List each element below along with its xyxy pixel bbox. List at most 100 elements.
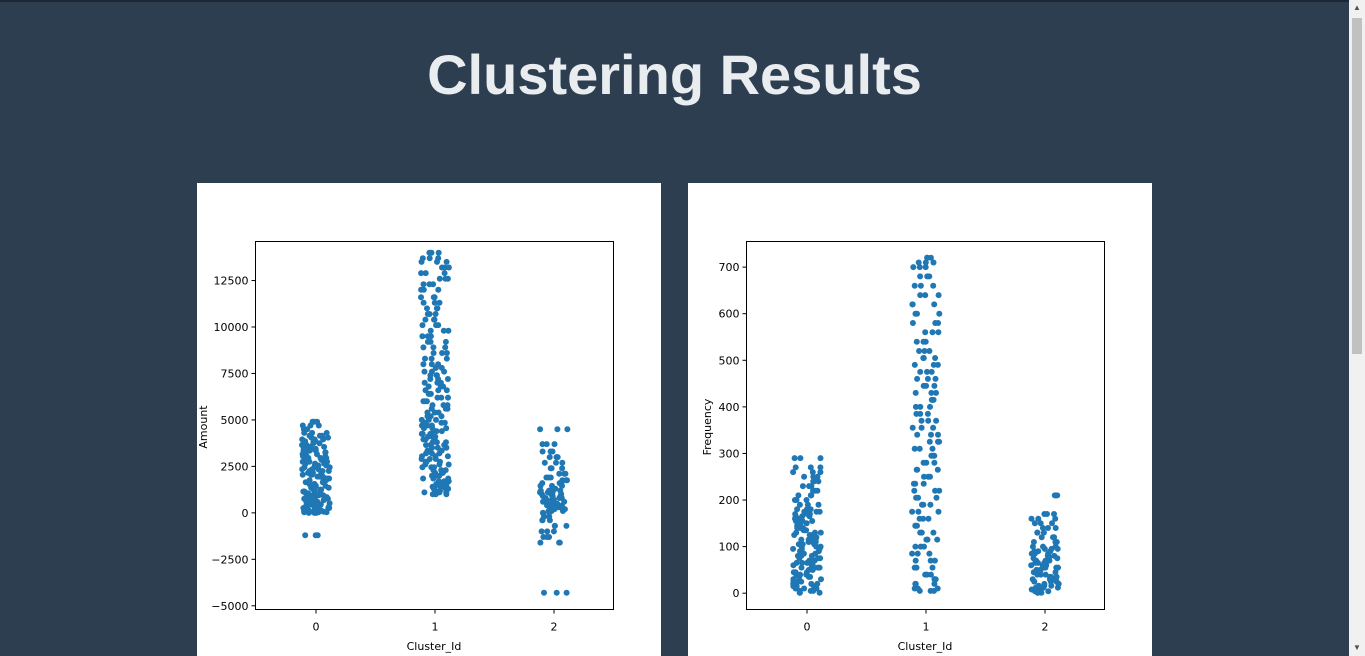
frequency-cluster-1-point [911,361,918,368]
frequency-cluster-1-point [912,480,919,487]
amount-cluster-2-point [537,426,544,433]
amount-cluster-2-point [539,509,546,516]
frequency-cluster-1-point [911,487,918,494]
frequency-cluster-2-point [1029,543,1036,550]
amount-cluster-2-point [563,589,570,596]
amount-cluster-2-point [559,465,566,472]
amount-cluster-2-point [539,480,546,487]
amount-cluster-1-point [434,305,441,312]
frequency-cluster-1-point [917,403,924,410]
amount-cluster-1-point [424,311,431,317]
frequency-cluster-0-point [790,469,797,476]
frequency-cluster-0-point [790,569,797,576]
amount-cluster-1-point [421,368,428,375]
scroll-down-arrow-icon[interactable]: ▼ [1353,643,1361,652]
frequency-cluster-1-point [930,529,937,536]
amount-cluster-1-point [427,327,434,334]
amount-cluster-2-point [538,528,545,535]
amount-y-tick-label: 7500 [221,367,249,380]
frequency-cluster-1-point [933,494,940,501]
amount-cluster-2-point [547,448,554,455]
frequency-y-tick-label: 700 [719,261,740,274]
frequency-cluster-0-point [791,455,798,462]
frequency-cluster-1-point [928,452,935,459]
frequency-cluster-1-point [929,396,936,403]
frequency-cluster-0-point [810,487,816,494]
amount-strip-plot: −5000 −2500 0 2500 5000 7500 10000 12500 0 1 2 Cl… [197,241,614,653]
amount-cluster-1-point [441,270,448,277]
frequency-cluster-0-point [799,541,806,548]
amount-cluster-1-point [444,376,451,382]
frequency-cluster-1-point [912,403,919,410]
frequency-cluster-1-point [911,282,918,289]
frequency-cluster-1-point [920,480,927,487]
amount-cluster-1-point [436,299,443,306]
amount-cluster-2-point [563,477,570,484]
amount-cluster-1-point [433,322,440,329]
frequency-cluster-0-point [809,469,816,476]
frequency-cluster-1-point [918,424,925,431]
frequency-cluster-0-point [799,513,806,520]
amount-cluster-2-point [559,459,566,466]
frequency-cluster-1-point [928,368,935,375]
frequency-cluster-1-point [931,576,938,583]
frequency-cluster-2-point [1030,539,1037,545]
frequency-cluster-2-point [1042,571,1049,578]
amount-cluster-0-point [299,471,306,478]
scrollbar-thumb[interactable] [1352,18,1362,354]
frequency-cluster-0-point [814,580,821,587]
frequency-cluster-2-point [1052,539,1059,545]
amount-cluster-0-point [316,432,323,439]
frequency-cluster-2-point [1030,555,1037,562]
frequency-cluster-0-point [817,469,824,476]
amount-cluster-1-point [438,467,445,474]
frequency-cluster-1-point [916,515,923,522]
frequency-cluster-0-point [801,473,808,480]
frequency-cluster-2-point [1034,529,1041,536]
vertical-scrollbar[interactable]: ▲ ▼ [1349,0,1365,656]
frequency-cluster-1-point [911,445,918,452]
frequency-cluster-0-point [806,511,813,517]
frequency-cluster-1-point [922,259,929,266]
amount-cluster-1-point [445,394,451,401]
frequency-cluster-0-point [790,576,797,583]
amount-cluster-0-point [317,486,324,493]
amount-cluster-1-point [434,444,441,451]
amount-y-tick-label: 0 [242,507,249,520]
amount-cluster-1-point [431,316,438,323]
frequency-points-layer [790,254,1062,596]
amount-cluster-1-point [442,485,449,492]
frequency-cluster-0-point [818,576,824,583]
amount-cluster-2-point [563,522,570,529]
amount-cluster-0-point [312,460,319,467]
amount-y-tick-label: 2500 [221,460,249,473]
page-title: Clustering Results [427,43,922,106]
frequency-cluster-1-point [929,564,936,571]
frequency-cluster-1-point [920,459,927,466]
amount-cluster-1-point [443,350,450,356]
amount-cluster-1-point [428,422,435,429]
amount-cluster-2-point [543,441,550,448]
frequency-cluster-0-point [816,589,823,596]
frequency-cluster-0-point [814,564,821,571]
amount-cluster-1-point [430,294,437,301]
amount-cluster-0-point [314,418,321,425]
frequency-cluster-1-point [935,508,942,515]
frequency-cluster-0-point [797,571,804,578]
frequency-cluster-2-point [1049,520,1055,527]
amount-cluster-1-point [443,355,450,362]
frequency-cluster-0-point [799,483,806,490]
amount-cluster-0-point [325,434,331,441]
frequency-cluster-1-point [913,564,920,571]
frequency-cluster-1-point [914,375,921,382]
frequency-cluster-2-point [1052,543,1059,550]
frequency-cluster-2-point [1039,525,1046,531]
amount-cluster-2-point [546,454,553,461]
amount-cluster-0-point [300,488,307,495]
scroll-up-arrow-icon[interactable]: ▲ [1353,3,1361,12]
frequency-cluster-2-point [1031,520,1038,527]
amount-cluster-1-point [443,258,450,265]
amount-cluster-1-point [420,281,427,288]
amount-cluster-1-point [433,372,440,379]
frequency-cluster-1-point [934,361,941,368]
